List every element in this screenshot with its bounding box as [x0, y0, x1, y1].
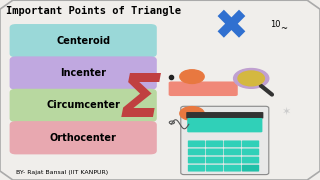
FancyBboxPatch shape	[169, 82, 238, 96]
Circle shape	[180, 70, 204, 84]
FancyBboxPatch shape	[224, 140, 241, 147]
FancyBboxPatch shape	[206, 140, 223, 147]
FancyBboxPatch shape	[188, 165, 205, 172]
Text: Σ: Σ	[120, 71, 162, 130]
FancyBboxPatch shape	[10, 24, 157, 57]
Text: ✶: ✶	[282, 107, 291, 117]
Text: Orthocenter: Orthocenter	[50, 133, 116, 143]
FancyBboxPatch shape	[206, 165, 223, 172]
Text: ✖: ✖	[213, 6, 248, 48]
Text: Incenter: Incenter	[60, 68, 106, 78]
FancyBboxPatch shape	[187, 118, 262, 132]
FancyBboxPatch shape	[242, 140, 259, 147]
FancyBboxPatch shape	[188, 140, 205, 147]
FancyBboxPatch shape	[181, 106, 269, 175]
Circle shape	[238, 71, 264, 86]
FancyBboxPatch shape	[224, 157, 241, 163]
FancyBboxPatch shape	[10, 89, 157, 122]
Text: Important Points of Triangle: Important Points of Triangle	[6, 6, 181, 16]
Text: BY- Rajat Bansal (IIT KANPUR): BY- Rajat Bansal (IIT KANPUR)	[16, 170, 108, 175]
FancyBboxPatch shape	[10, 121, 157, 154]
Text: Circumcenter: Circumcenter	[46, 100, 120, 110]
FancyBboxPatch shape	[224, 165, 241, 172]
FancyBboxPatch shape	[186, 112, 263, 118]
Text: ~: ~	[280, 24, 287, 33]
FancyBboxPatch shape	[242, 148, 259, 155]
FancyBboxPatch shape	[206, 157, 223, 163]
FancyBboxPatch shape	[242, 157, 259, 163]
Text: 10: 10	[270, 20, 281, 29]
FancyBboxPatch shape	[10, 56, 157, 90]
Text: Centeroid: Centeroid	[56, 36, 110, 46]
FancyBboxPatch shape	[224, 148, 241, 155]
FancyBboxPatch shape	[242, 165, 259, 172]
Circle shape	[180, 107, 204, 120]
FancyBboxPatch shape	[188, 157, 205, 163]
FancyBboxPatch shape	[206, 148, 223, 155]
FancyBboxPatch shape	[188, 148, 205, 155]
Circle shape	[234, 69, 269, 88]
